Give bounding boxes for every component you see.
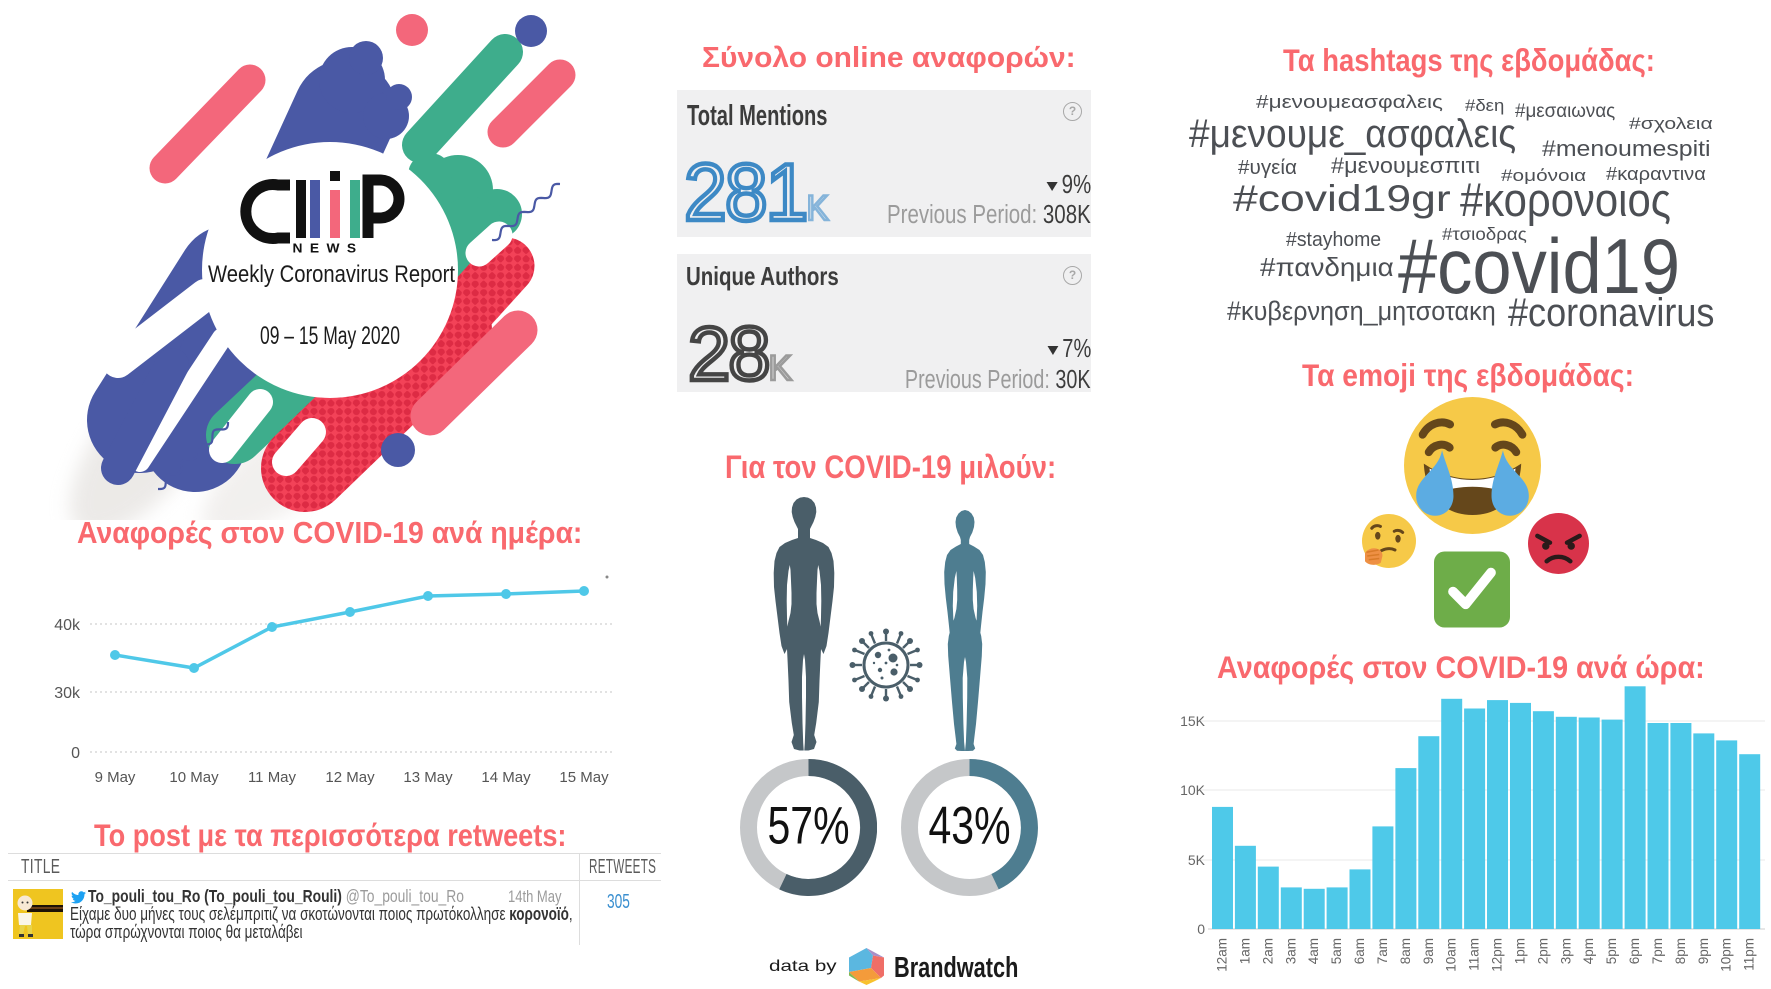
svg-text:5am: 5am [1329,938,1344,964]
svg-text:57%: 57% [768,797,850,856]
svg-text:14 May: 14 May [481,769,531,786]
svg-text:15 May: 15 May [559,769,609,786]
svg-text:43%: 43% [929,797,1011,856]
svg-text:09 – 15 May 2020: 09 – 15 May 2020 [260,322,400,350]
svg-text:10K: 10K [1180,782,1206,798]
svg-text:11 May: 11 May [248,769,297,786]
svg-text:0: 0 [71,745,80,762]
svg-text:9pm: 9pm [1696,938,1711,964]
svg-text:0: 0 [1197,921,1205,937]
svg-text:9 May: 9 May [95,769,136,786]
svg-text:5K: 5K [1188,852,1206,868]
svg-text:2am: 2am [1260,938,1275,964]
svg-text:NEWS: NEWS [293,241,364,256]
svg-text:11am: 11am [1467,938,1482,971]
svg-text:6pm: 6pm [1627,938,1642,964]
svg-text:3pm: 3pm [1558,938,1573,964]
svg-text:4pm: 4pm [1581,938,1596,964]
svg-text:2pm: 2pm [1535,938,1550,964]
svg-text:11pm: 11pm [1742,938,1757,971]
svg-text:10 May: 10 May [169,769,219,786]
svg-text:15K: 15K [1180,713,1206,729]
svg-text:13 May: 13 May [403,769,453,786]
svg-text:12pm: 12pm [1490,938,1505,972]
svg-text:8pm: 8pm [1673,938,1688,964]
svg-text:6am: 6am [1352,938,1367,964]
svg-text:1am: 1am [1237,938,1252,964]
svg-text:10am: 10am [1444,938,1459,972]
svg-text:5pm: 5pm [1604,938,1619,964]
svg-text:9am: 9am [1421,938,1436,964]
svg-text:3am: 3am [1283,938,1298,964]
svg-text:7am: 7am [1375,938,1390,964]
svg-text:7pm: 7pm [1650,938,1665,964]
svg-text:8am: 8am [1398,938,1413,964]
svg-text:Weekly Coronavirus Report: Weekly Coronavirus Report [208,261,455,288]
svg-text:1pm: 1pm [1513,938,1528,964]
svg-text:10pm: 10pm [1719,938,1734,972]
svg-text:40k: 40k [54,617,81,634]
svg-text:12 May: 12 May [325,769,375,786]
svg-text:4am: 4am [1306,938,1321,964]
svg-text:12am: 12am [1215,938,1230,972]
svg-text:30k: 30k [54,685,81,702]
